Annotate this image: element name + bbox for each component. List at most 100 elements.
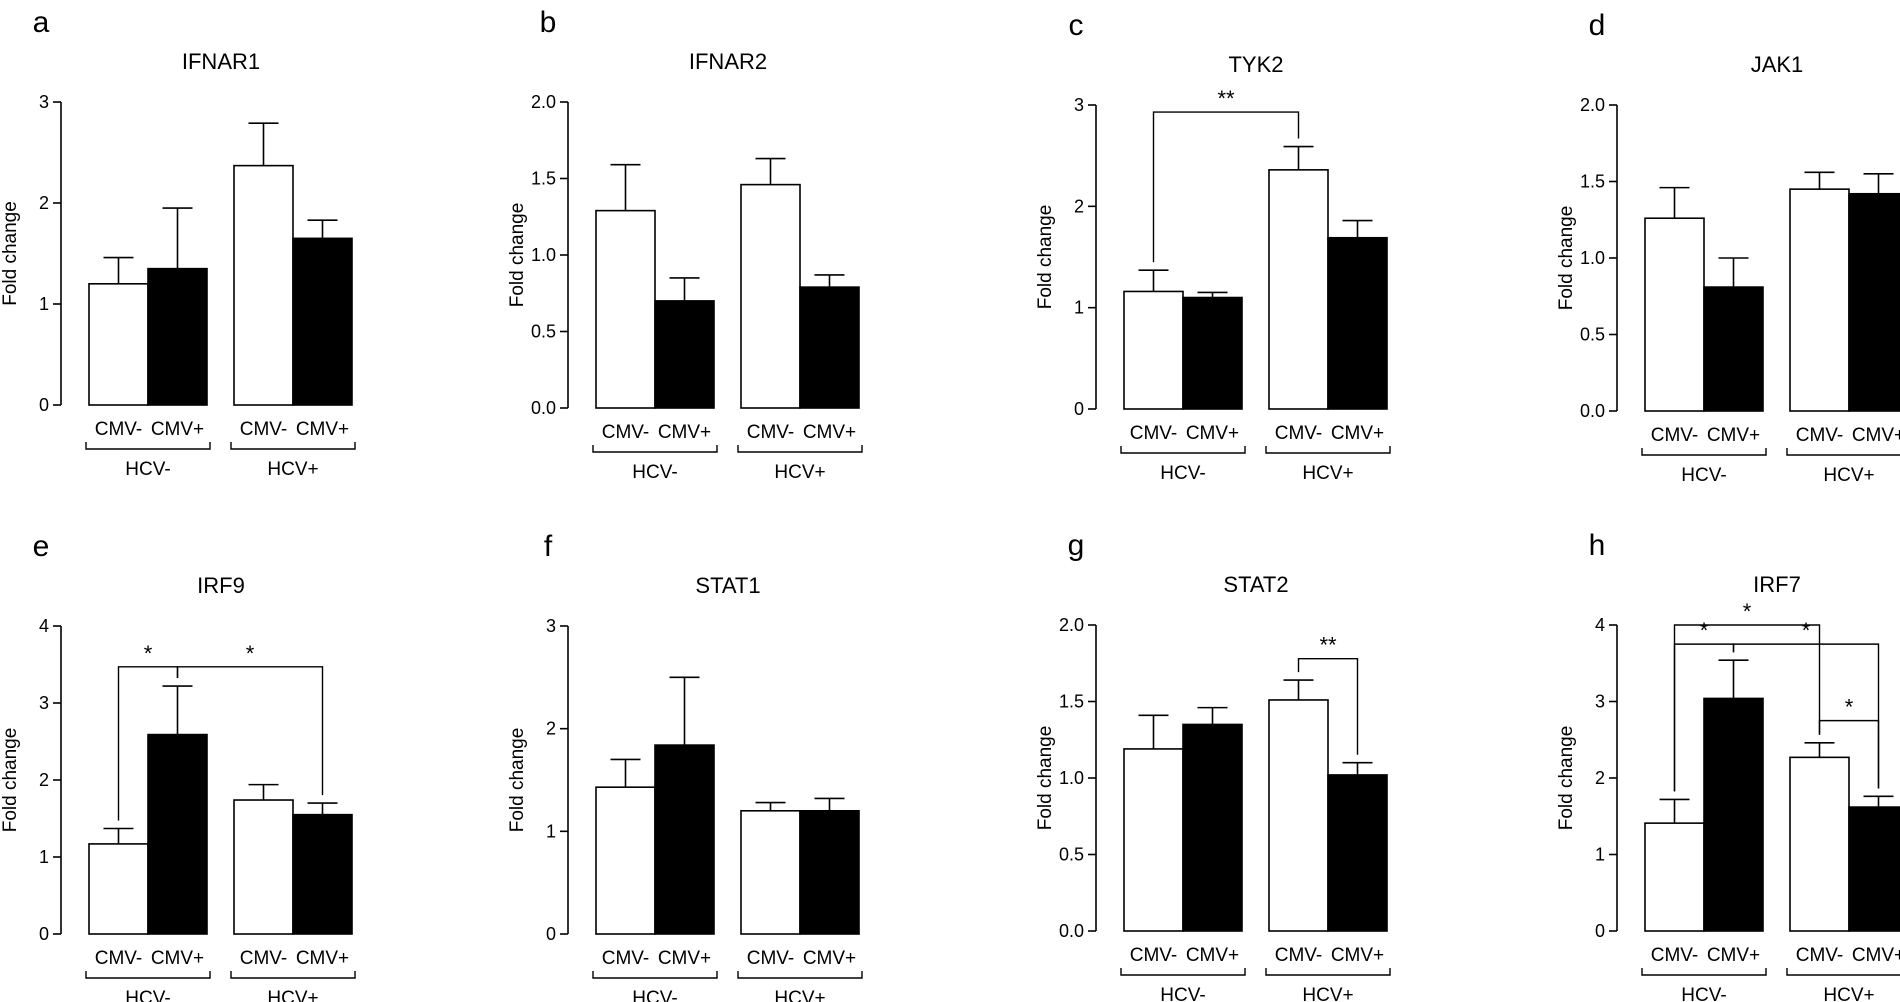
bar	[1268, 169, 1329, 410]
panel-title: IFNAR1	[182, 49, 260, 74]
category-label: CMV-	[1130, 423, 1178, 444]
significance-label: *	[1700, 618, 1709, 643]
chart-panel-g: g STAT2 0.0 0.5 1.0 1.5 2.0 Fold change CMV- CMV+…	[1035, 529, 1391, 1002]
significance-bracket	[1732, 643, 1880, 789]
bar	[1327, 236, 1388, 410]
y-tick-label: 2.0	[1059, 615, 1084, 635]
bar	[1268, 699, 1329, 932]
category-label: CMV-	[95, 419, 143, 440]
y-tick-label: 1.5	[1580, 172, 1605, 192]
y-tick-label: 1	[39, 847, 49, 867]
y-tick-label: 2	[1074, 196, 1084, 216]
bar	[1123, 748, 1184, 932]
y-tick-label: 2.0	[531, 92, 556, 112]
bar	[1789, 756, 1850, 932]
significance-bracket	[1297, 657, 1359, 755]
chart-panel-b: b IFNAR2 0.0 0.5 1.0 1.5 2.0 Fold change CMV- CMV…	[507, 6, 863, 483]
bar	[1848, 192, 1900, 412]
group-label: HCV-	[632, 988, 677, 1002]
group-bracket	[1641, 968, 1767, 976]
panel-title: STAT2	[1223, 572, 1288, 597]
chart-panel-d: d JAK1 0.0 0.5 1.0 1.5 2.0 Fold change CMV- CMV+ C…	[1556, 9, 1900, 486]
category-label: CMV+	[1852, 425, 1900, 446]
group-label: HCV+	[774, 988, 825, 1002]
y-tick-label: 2	[39, 193, 49, 213]
y-tick-label: 0.0	[1059, 921, 1084, 941]
y-tick-label: 2	[546, 719, 556, 739]
y-axis-label: Fold change	[0, 728, 21, 833]
group-label: HCV+	[1302, 985, 1353, 1002]
panel-letter: f	[544, 530, 553, 563]
y-tick-label: 2	[1595, 768, 1605, 788]
panel-letter: b	[540, 6, 557, 39]
panel-title: JAK1	[1751, 52, 1804, 77]
y-tick-label: 1	[546, 821, 556, 841]
bar	[1327, 774, 1388, 932]
group-bracket	[1786, 448, 1900, 456]
y-tick-label: 0	[1595, 921, 1605, 941]
y-tick-label: 1.5	[531, 169, 556, 189]
category-label: CMV-	[240, 948, 288, 969]
significance-label: *	[144, 641, 153, 666]
panel-title: STAT1	[695, 573, 760, 598]
panel-title: IFNAR2	[689, 49, 767, 74]
group-label: HCV-	[1681, 465, 1726, 486]
y-tick-label: 1.0	[1580, 248, 1605, 268]
group-label: HCV-	[1160, 463, 1205, 484]
significance-label: *	[1743, 599, 1752, 624]
bar	[1703, 697, 1764, 932]
category-label: CMV-	[1796, 425, 1844, 446]
group-bracket	[1641, 448, 1767, 456]
bar	[233, 799, 294, 935]
panel-letter: d	[1589, 9, 1606, 42]
bar	[799, 809, 860, 935]
category-label: CMV-	[240, 419, 288, 440]
category-label: CMV+	[1852, 945, 1900, 966]
y-tick-label: 1.5	[1059, 692, 1084, 712]
bar	[1182, 723, 1243, 932]
significance-label: **	[1319, 633, 1337, 658]
category-label: CMV-	[95, 948, 143, 969]
y-tick-label: 3	[1595, 692, 1605, 712]
group-label: HCV-	[1681, 985, 1726, 1002]
group-bracket	[230, 442, 356, 450]
bar	[654, 300, 715, 409]
bar	[292, 813, 353, 935]
category-label: CMV-	[1651, 425, 1699, 446]
significance-label: *	[1802, 618, 1811, 643]
bar	[1848, 806, 1900, 932]
category-label: CMV-	[602, 948, 650, 969]
y-tick-label: 0.5	[531, 322, 556, 342]
chart-panel-c: c TYK2 0 1 2 3 Fold change CMV- CMV+ CMV- CMV+ HCV-…	[1035, 9, 1391, 484]
significance-bracket	[1152, 111, 1300, 263]
group-bracket	[1265, 968, 1391, 976]
group-label: HCV+	[267, 459, 318, 480]
category-label: CMV-	[1130, 945, 1178, 966]
group-label: HCV+	[774, 462, 825, 483]
category-label: CMV+	[151, 419, 204, 440]
group-bracket	[737, 971, 863, 979]
group-label: HCV-	[632, 462, 677, 483]
category-label: CMV+	[803, 422, 856, 443]
y-tick-label: 0.5	[1059, 845, 1084, 865]
panel-letter: h	[1589, 529, 1606, 562]
group-label: HCV+	[1823, 465, 1874, 486]
significance-label: *	[246, 641, 255, 666]
category-label: CMV+	[1331, 945, 1384, 966]
y-tick-label: 4	[39, 616, 49, 636]
bar	[1703, 286, 1764, 412]
chart-panel-f: f STAT1 0 1 2 3 Fold change CMV- CMV+ CMV- CMV+ HCV…	[507, 530, 863, 1002]
group-bracket	[1786, 968, 1900, 976]
bar	[88, 282, 149, 406]
bar	[595, 209, 656, 409]
y-tick-label: 1.0	[1059, 768, 1084, 788]
group-bracket	[592, 445, 718, 453]
y-tick-label: 0.0	[531, 398, 556, 418]
group-bracket	[1120, 446, 1246, 454]
y-axis-label: Fold change	[1556, 726, 1577, 831]
panel-title: IRF9	[197, 573, 245, 598]
bar	[740, 183, 801, 409]
category-label: CMV-	[747, 948, 795, 969]
significance-bracket	[176, 666, 324, 796]
